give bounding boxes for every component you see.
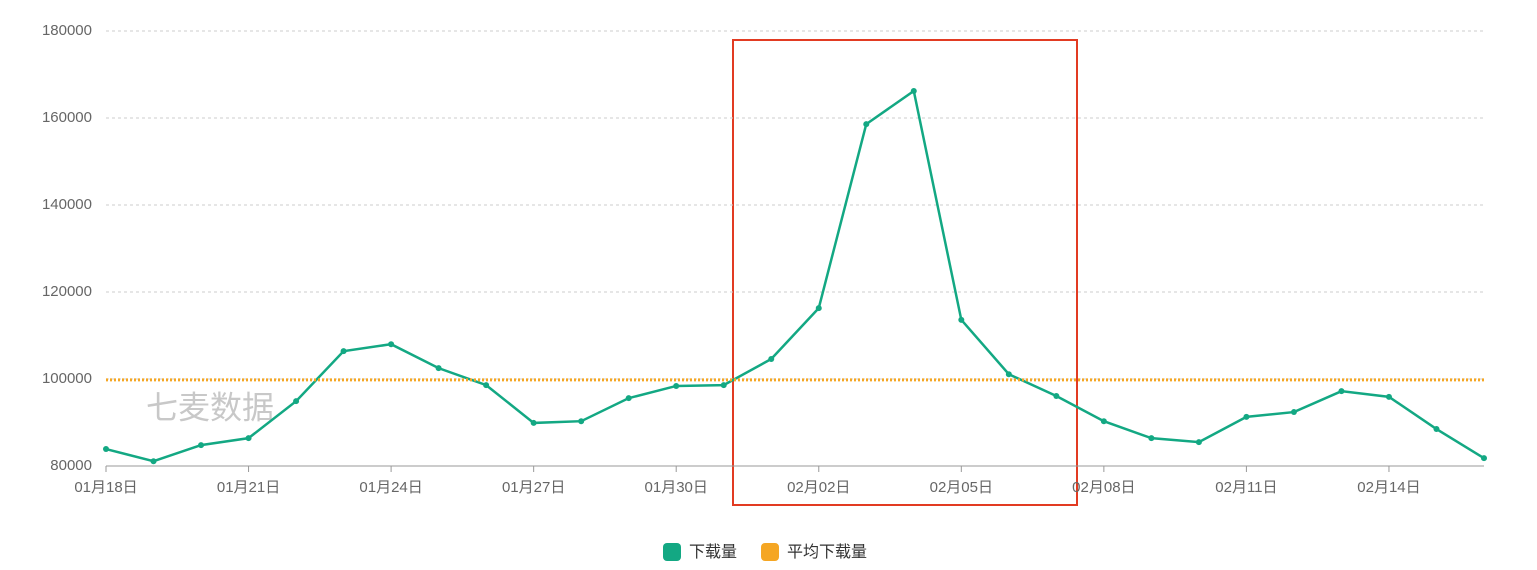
point: [483, 382, 490, 389]
point: [388, 341, 395, 348]
point: [1290, 409, 1297, 416]
point: [1385, 393, 1392, 400]
x-tick-label: 01月24日: [359, 479, 422, 496]
x-tick-label: 01月27日: [502, 479, 565, 496]
y-tick-label: 120000: [42, 283, 92, 300]
point: [1481, 455, 1487, 462]
point: [863, 121, 870, 128]
point: [293, 398, 300, 405]
x-tick-label: 02月05日: [930, 479, 993, 496]
x-tick-label: 02月14日: [1357, 479, 1420, 496]
highlight-box: [732, 39, 1078, 506]
legend-swatch[interactable]: [761, 543, 780, 561]
y-tick-label: 100000: [42, 370, 92, 387]
series-line: [105, 88, 1485, 463]
legend-label[interactable]: 平均下载量: [787, 543, 867, 561]
x-tick-label: 02月11日: [1215, 479, 1277, 496]
point: [1053, 392, 1060, 399]
point: [1100, 418, 1107, 425]
legend-label[interactable]: 下载量: [689, 543, 737, 561]
point: [530, 419, 537, 426]
point: [1005, 371, 1012, 378]
y-tick-label: 160000: [42, 109, 92, 126]
point: [910, 88, 917, 95]
x-tick-label: 01月21日: [217, 479, 280, 496]
point: [1148, 435, 1155, 442]
watermark: 七麦数据: [146, 389, 274, 425]
point: [198, 442, 205, 449]
point: [435, 365, 442, 372]
y-tick-label: 80000: [50, 457, 92, 474]
point: [340, 348, 347, 355]
point: [815, 305, 822, 312]
point: [1195, 439, 1202, 446]
point: [578, 418, 585, 425]
point: [958, 316, 965, 323]
x-tick-label: 02月02日: [787, 479, 850, 496]
x-tick-label: 02月08日: [1072, 479, 1135, 496]
point: [1243, 413, 1250, 420]
point: [625, 395, 632, 402]
legend-swatch[interactable]: [663, 543, 681, 561]
point: [1433, 426, 1440, 433]
point: [720, 382, 727, 389]
y-tick-label: 180000: [42, 22, 92, 39]
x-tick-label: 01月30日: [645, 479, 708, 496]
point: [673, 382, 680, 389]
point: [103, 446, 109, 453]
point: [150, 458, 157, 465]
point: [768, 355, 775, 362]
x-tick-label: 01月18日: [74, 479, 137, 496]
y-tick-label: 140000: [42, 196, 92, 213]
point: [245, 435, 252, 442]
point: [1338, 388, 1345, 395]
